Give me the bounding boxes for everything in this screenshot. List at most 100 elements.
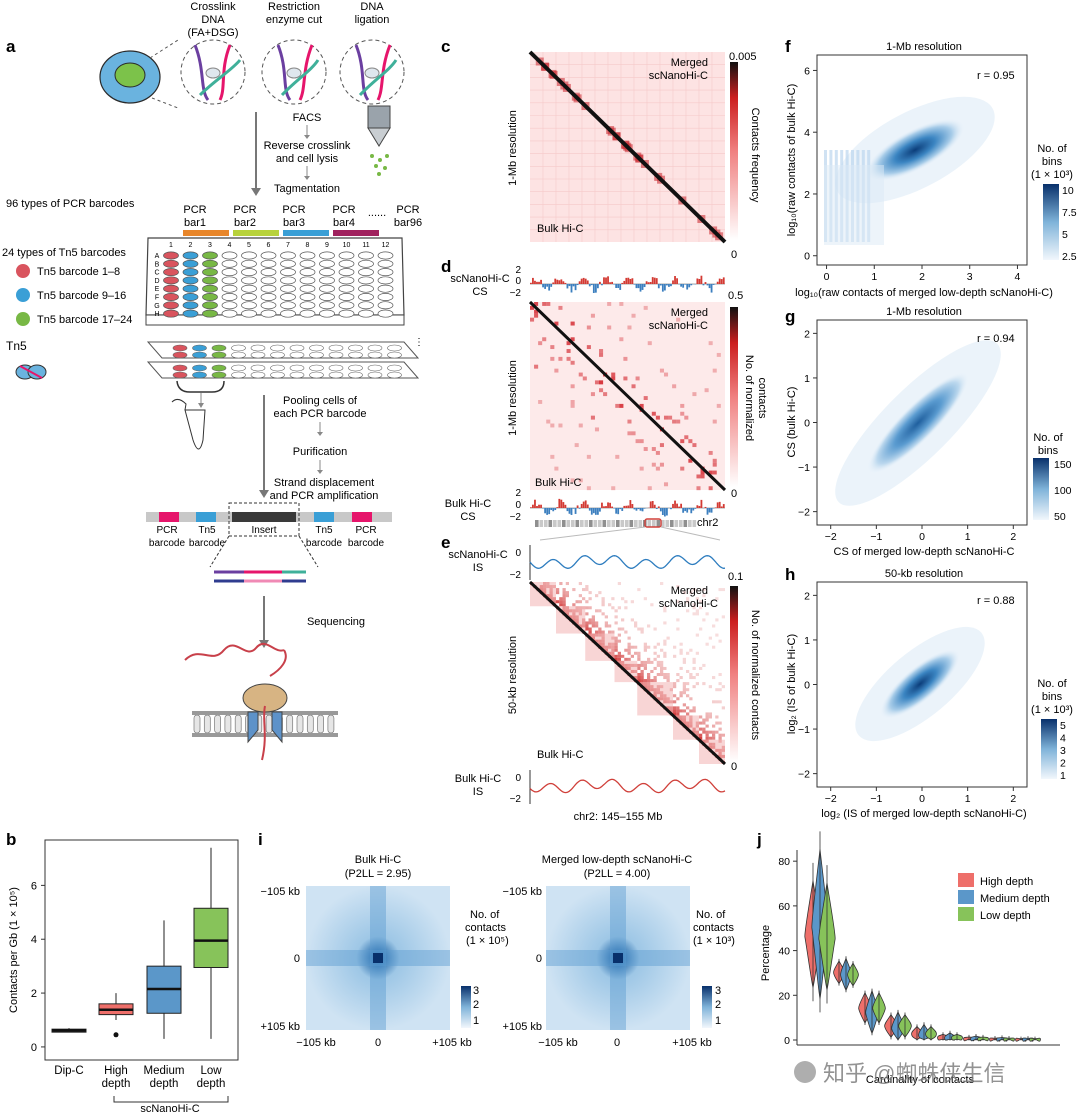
cbar-title: bins	[1042, 691, 1063, 703]
plate-well	[328, 344, 344, 352]
cbar-title: No. of	[1033, 432, 1063, 444]
plate-well	[250, 371, 266, 379]
cs-bar	[617, 508, 620, 515]
tick: 2	[515, 265, 521, 276]
plate-well	[348, 344, 363, 352]
contact-cell	[617, 654, 621, 658]
contact-cell	[550, 356, 555, 361]
density-heatmap	[835, 340, 1001, 506]
cs-bar	[564, 504, 567, 508]
contact-cell	[617, 582, 621, 586]
apa-title: Bulk Hi-C	[355, 854, 402, 866]
contact-cell	[715, 700, 719, 704]
cs-bar	[635, 508, 638, 511]
cs-bar	[659, 508, 662, 512]
contact-cell	[715, 721, 719, 725]
cs-bar	[704, 506, 707, 508]
contact-cell	[712, 730, 716, 734]
y-tick: −105 kb	[503, 886, 542, 898]
contact-cell	[614, 642, 618, 646]
contact-cell	[627, 419, 632, 424]
y-tick-label: 2	[804, 590, 810, 602]
contact-cell	[673, 654, 677, 658]
plate-well	[241, 301, 257, 310]
contact-cell	[695, 612, 699, 616]
contact-cell	[653, 666, 657, 670]
cs-bar	[686, 284, 689, 290]
contact-cell	[647, 624, 651, 628]
plate-well	[260, 276, 277, 285]
contact-cell	[702, 721, 706, 725]
cs-bar	[623, 280, 626, 284]
merged-label: scNanoHi-C	[659, 598, 718, 610]
contact-cell	[718, 733, 722, 737]
plate-well	[182, 301, 199, 310]
contact-cell	[708, 486, 713, 491]
contact-cell	[686, 669, 690, 673]
legend-label: High depth	[980, 876, 1033, 888]
contact-cell	[712, 733, 716, 737]
construct-label: Insert	[251, 525, 276, 536]
contact-cell	[712, 676, 716, 680]
cs-bar	[576, 284, 579, 286]
bulk-label: Bulk Hi-C	[535, 477, 582, 489]
contact-cell	[673, 700, 677, 704]
cbar-tick: 3	[1060, 745, 1066, 757]
panel-f: f 1-Mb resolution r = 0.95 0 1 2 3 4 0 2 4 6 log…	[785, 37, 1077, 299]
contact-cell	[700, 474, 705, 479]
contact-cell	[715, 730, 719, 734]
cs-bar	[698, 505, 701, 508]
cs-bar	[722, 277, 725, 284]
contact-cell	[692, 709, 696, 713]
plate-col-label: 5	[247, 242, 251, 249]
contact-cell	[627, 636, 631, 640]
membrane-lipid	[327, 714, 335, 734]
contact-cell	[692, 606, 696, 610]
cs-bar	[621, 282, 624, 284]
contact-cell	[634, 621, 638, 625]
cs-bar	[688, 508, 691, 510]
contact-cell	[651, 462, 656, 467]
merged-label: scNanoHi-C	[649, 320, 708, 332]
plate-well	[241, 293, 257, 301]
contact-cell	[534, 302, 539, 306]
legend: High depth Medium depth Low depth	[958, 873, 1050, 922]
contact-cell	[721, 733, 725, 737]
cs-bar	[702, 284, 705, 286]
contact-cell	[617, 651, 621, 655]
cs-bar	[594, 284, 597, 293]
cs-bar	[625, 505, 628, 508]
contact-cell	[598, 609, 602, 613]
contact-cell	[680, 411, 685, 416]
contact-cell	[617, 606, 621, 610]
cs-bar	[637, 508, 640, 510]
cs-bar	[641, 284, 644, 290]
contact-cell	[712, 368, 717, 373]
contact-cell	[708, 341, 713, 346]
plate-well	[231, 351, 246, 359]
cs-bar	[613, 284, 616, 285]
contact-cell	[614, 636, 618, 640]
y-tick-label: 1	[804, 373, 810, 385]
contact-cell	[682, 657, 686, 661]
contact-cell	[718, 682, 722, 686]
outlier-point	[113, 1032, 119, 1038]
cs-bar	[674, 276, 676, 284]
cs-bar	[607, 276, 609, 284]
contact-cell	[718, 673, 722, 677]
contact-cell	[700, 470, 705, 475]
contact-cell	[594, 380, 600, 385]
x-tick-label: Dip-C	[54, 1065, 83, 1077]
x-axis-label: Cardinality of contacts	[866, 1074, 975, 1086]
cs-bar	[655, 278, 658, 284]
chrom-band	[638, 520, 643, 527]
cs-track-sc	[530, 275, 725, 294]
plate-well	[163, 251, 179, 260]
cbar-tick: 7.5	[1062, 207, 1077, 219]
contact-cell	[712, 724, 716, 728]
step-crosslink: Crosslink	[190, 1, 236, 13]
plate-well	[211, 344, 227, 352]
contact-cell	[590, 415, 595, 420]
plate-well	[221, 251, 238, 260]
contact-cell	[686, 706, 690, 710]
